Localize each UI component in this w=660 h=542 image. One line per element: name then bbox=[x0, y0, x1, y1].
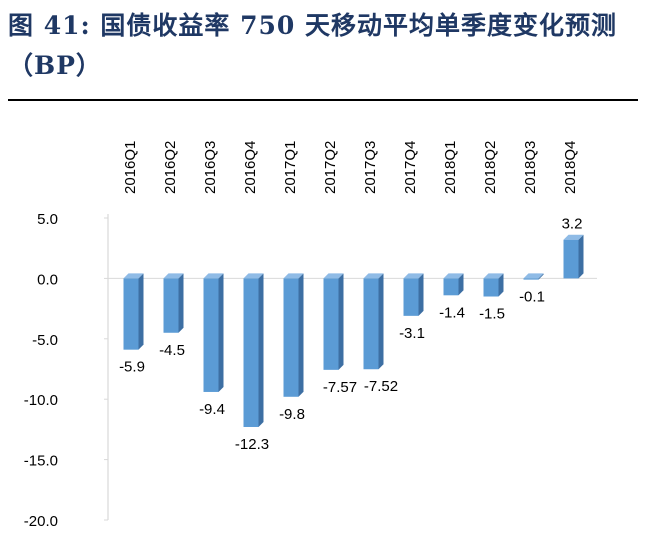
category-label: 2017Q3 bbox=[362, 141, 379, 194]
data-label: -7.57 bbox=[323, 379, 357, 396]
figure-title: 图 41: 国债收益率 750 天移动平均单季度变化预测（BP） bbox=[8, 11, 618, 80]
y-tick-label: 5.0 bbox=[37, 211, 58, 228]
category-label: 2018Q4 bbox=[562, 141, 579, 194]
bar-side-2016Q2 bbox=[178, 273, 184, 333]
bar-side-2017Q4 bbox=[418, 273, 424, 316]
bar-2018Q2 bbox=[483, 278, 499, 297]
category-label: 2017Q2 bbox=[322, 141, 339, 194]
bar-top-2016Q4 bbox=[243, 273, 264, 279]
bar-top-2018Q2 bbox=[483, 273, 504, 279]
bar-side-2017Q1 bbox=[298, 273, 304, 397]
bar-2017Q3 bbox=[363, 278, 379, 370]
y-tick-label: -20.0 bbox=[24, 513, 58, 530]
bar-top-2017Q4 bbox=[403, 273, 424, 279]
category-label: 2017Q4 bbox=[402, 141, 419, 194]
bar-side-2018Q2 bbox=[498, 273, 504, 297]
bar-2018Q4 bbox=[563, 239, 579, 279]
bar-2017Q4 bbox=[403, 278, 419, 316]
y-tick-label: -5.0 bbox=[32, 332, 58, 349]
data-label: -5.9 bbox=[119, 359, 145, 376]
category-label: 2016Q2 bbox=[162, 141, 179, 194]
bar-top-2017Q2 bbox=[323, 273, 344, 279]
category-label: 2016Q4 bbox=[242, 141, 259, 194]
category-label: 2018Q1 bbox=[442, 141, 459, 194]
bar-2016Q1 bbox=[123, 278, 139, 350]
category-label: 2018Q2 bbox=[482, 141, 499, 194]
data-label: 3.2 bbox=[562, 216, 583, 233]
data-label: -9.4 bbox=[199, 401, 225, 418]
bar-top-2018Q1 bbox=[443, 273, 464, 279]
bar-top-2018Q4 bbox=[563, 234, 584, 240]
bar-side-2016Q4 bbox=[258, 273, 264, 427]
bar-top-2017Q3 bbox=[363, 273, 384, 279]
data-label: -9.8 bbox=[279, 406, 305, 423]
category-label: 2018Q3 bbox=[522, 141, 539, 194]
bar-side-2017Q2 bbox=[338, 273, 344, 370]
data-label: -3.1 bbox=[399, 325, 425, 342]
category-label: 2016Q1 bbox=[122, 141, 139, 194]
bar-side-2016Q3 bbox=[218, 273, 224, 392]
bar-2017Q1 bbox=[283, 278, 299, 397]
bar-2018Q3 bbox=[523, 278, 539, 280]
bar-side-2018Q3 bbox=[538, 273, 544, 280]
bar-side-2018Q1 bbox=[458, 273, 464, 296]
bar-2016Q3 bbox=[203, 278, 219, 392]
data-label: -4.5 bbox=[159, 342, 185, 359]
y-tick-label: -15.0 bbox=[24, 453, 58, 470]
data-label: -1.5 bbox=[479, 306, 505, 323]
bar-top-2018Q3 bbox=[523, 273, 544, 279]
y-tick-label: -10.0 bbox=[24, 392, 58, 409]
bar-2016Q2 bbox=[163, 278, 179, 333]
bar-2018Q1 bbox=[443, 278, 459, 296]
category-label: 2016Q3 bbox=[202, 141, 219, 194]
data-label: -7.52 bbox=[364, 378, 398, 395]
data-label: -0.1 bbox=[519, 289, 545, 306]
bar-top-2016Q1 bbox=[123, 273, 144, 279]
data-label: -1.4 bbox=[439, 304, 465, 321]
bar-top-2016Q3 bbox=[203, 273, 224, 279]
bar-top-2016Q2 bbox=[163, 273, 184, 279]
y-tick-label: 0.0 bbox=[37, 271, 58, 288]
bar-top-2017Q1 bbox=[283, 273, 304, 279]
bar-side-2017Q3 bbox=[378, 273, 384, 370]
bar-2016Q4 bbox=[243, 278, 259, 427]
bar-side-2016Q1 bbox=[138, 273, 144, 350]
category-label: 2017Q1 bbox=[282, 141, 299, 194]
title-underline bbox=[8, 99, 638, 101]
bar-2017Q2 bbox=[323, 278, 339, 370]
data-label: -12.3 bbox=[235, 436, 269, 453]
bar-side-2018Q4 bbox=[578, 234, 584, 279]
bar-chart: 5.0 0.0 -5.0 -10.0 -15.0 -20.0 2016Q1 -5.9 2016Q… bbox=[24, 141, 597, 530]
